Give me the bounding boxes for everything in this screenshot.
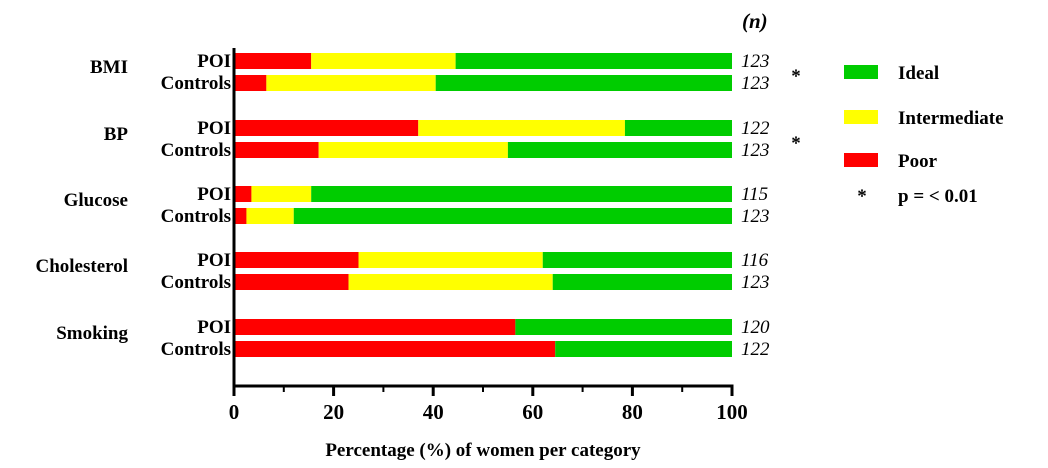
legend-swatch	[844, 110, 878, 124]
group-label: Controls	[161, 73, 231, 94]
category-label: BMI	[90, 57, 128, 78]
bar-segment-ideal	[555, 341, 732, 357]
bar-segment-poor	[234, 341, 556, 357]
n-header-label: (n)	[742, 9, 768, 33]
group-label: POI	[197, 317, 231, 338]
bar-segment-ideal	[552, 274, 732, 290]
x-axis-title: Percentage (%) of women per category	[325, 440, 641, 461]
bar-segment-intermediate	[348, 274, 553, 290]
bar-segment-intermediate	[358, 252, 543, 268]
group-label: Controls	[161, 272, 231, 293]
category-label: BP	[104, 124, 129, 145]
bar-segment-poor	[234, 319, 516, 335]
x-tick-label: 100	[716, 400, 748, 424]
bar-segment-intermediate	[418, 120, 625, 136]
legend-significance-star: *	[857, 186, 867, 207]
category-label: Smoking	[56, 323, 128, 344]
bar-segment-ideal	[542, 252, 732, 268]
group-label: Controls	[161, 140, 231, 161]
significance-star: *	[791, 66, 801, 87]
legend-swatch	[844, 65, 878, 79]
group-label: Controls	[161, 339, 231, 360]
bar-segment-ideal	[311, 186, 732, 202]
group-label: Controls	[161, 206, 231, 227]
group-label: POI	[197, 184, 231, 205]
bar-segment-intermediate	[266, 75, 436, 91]
bar-segment-poor	[234, 274, 349, 290]
n-value: 123	[741, 206, 770, 227]
bar-segment-poor	[234, 53, 312, 69]
significance-star: *	[791, 133, 801, 154]
group-label: POI	[197, 250, 231, 271]
bar-segment-poor	[234, 75, 267, 91]
bar-segment-intermediate	[318, 142, 508, 158]
n-value: 122	[741, 339, 770, 360]
x-tick-label: 0	[229, 400, 240, 424]
bar-segment-ideal	[624, 120, 732, 136]
n-value: 123	[741, 73, 770, 94]
x-tick-label: 20	[323, 400, 344, 424]
bar-segment-intermediate	[251, 186, 312, 202]
bar-segment-ideal	[507, 142, 732, 158]
category-label: Glucose	[64, 190, 128, 211]
bar-segment-ideal	[293, 208, 732, 224]
category-label: Cholesterol	[35, 256, 128, 277]
legend-label: Poor	[898, 151, 938, 172]
group-label: POI	[197, 118, 231, 139]
bar-segment-ideal	[515, 319, 732, 335]
bar-segment-intermediate	[246, 208, 294, 224]
n-value: 123	[741, 272, 770, 293]
x-tick-label: 60	[522, 400, 543, 424]
bar-segment-ideal	[455, 53, 732, 69]
n-value: 116	[741, 250, 769, 271]
n-value: 123	[741, 51, 770, 72]
legend-significance-text: p = < 0.01	[898, 186, 978, 207]
group-label: POI	[197, 51, 231, 72]
legend-label: Intermediate	[898, 108, 1004, 129]
bar-segment-poor	[234, 208, 247, 224]
n-value: 122	[741, 118, 770, 139]
legend-swatch	[844, 153, 878, 167]
n-value: 123	[741, 140, 770, 161]
bar-segment-intermediate	[311, 53, 456, 69]
legend-label: Ideal	[898, 63, 939, 84]
n-value: 115	[741, 184, 768, 205]
x-tick-label: 80	[622, 400, 643, 424]
bar-segment-poor	[234, 142, 319, 158]
n-value: 120	[741, 317, 770, 338]
bar-segment-poor	[234, 120, 419, 136]
bar-segment-poor	[234, 186, 252, 202]
bar-segment-ideal	[435, 75, 732, 91]
bar-segment-poor	[234, 252, 359, 268]
x-tick-label: 40	[423, 400, 444, 424]
